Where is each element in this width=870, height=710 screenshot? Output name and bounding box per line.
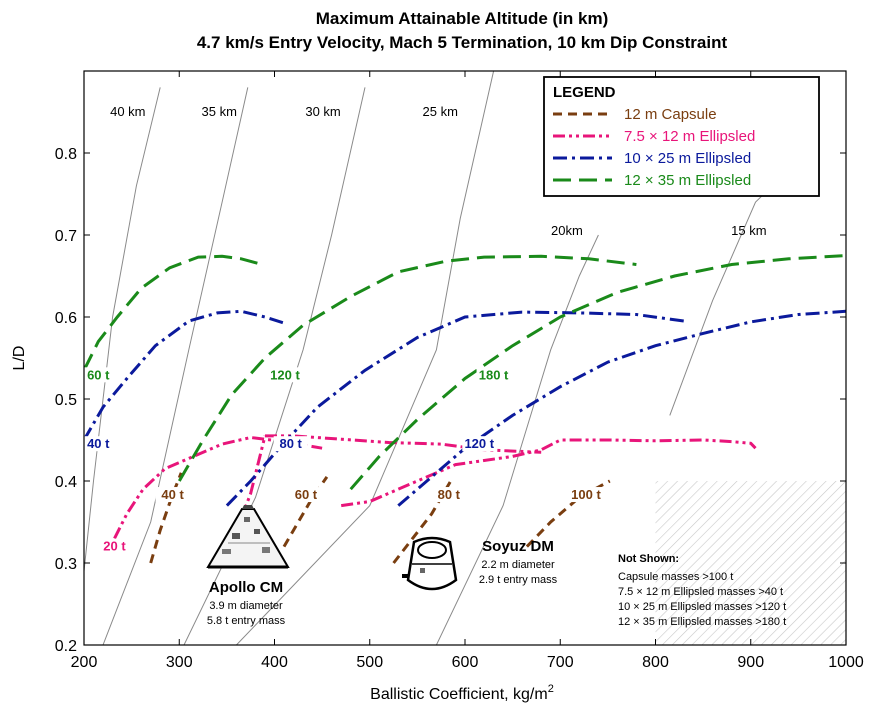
series-line bbox=[149, 472, 183, 564]
mass-label: 40 t bbox=[161, 487, 184, 502]
legend-title: LEGEND bbox=[553, 84, 616, 101]
not-shown-note: Not Shown: Capsule masses >100 t 7.5 × 1… bbox=[618, 553, 786, 628]
contour-label: 15 km bbox=[731, 223, 766, 238]
not-shown-title: Not Shown: bbox=[618, 553, 679, 565]
y-tick-label: 0.6 bbox=[55, 310, 77, 327]
y-tick-label: 0.5 bbox=[55, 392, 77, 409]
x-tick-label: 300 bbox=[166, 654, 193, 671]
apollo-cm-icon bbox=[206, 505, 290, 569]
series-line bbox=[397, 309, 846, 507]
mass-label: 80 t bbox=[438, 487, 461, 502]
contour-label: 30 km bbox=[305, 104, 340, 119]
legend-entries: 12 m Capsule 7.5 × 12 m Ellipsled 10 × 25 … bbox=[553, 106, 755, 189]
altitude-contour-line bbox=[435, 234, 599, 645]
apollo-cm-diameter: 3.9 m diameter bbox=[209, 600, 283, 612]
y-axis-ticks: 0.2 0.3 0.4 0.5 0.6 0.7 0.8 bbox=[55, 146, 846, 655]
contour-labels: 40 km 35 km 30 km 25 km 20km 15 km bbox=[110, 104, 766, 238]
contour-label: 25 km bbox=[423, 104, 458, 119]
contour-label: 20km bbox=[551, 223, 583, 238]
mass-label: 80 t bbox=[279, 436, 302, 451]
y-tick-label: 0.3 bbox=[55, 556, 77, 573]
series-line bbox=[220, 435, 267, 548]
soyuz-dm-diameter: 2.2 m diameter bbox=[481, 559, 555, 571]
mass-label-background bbox=[431, 487, 466, 503]
y-tick-label: 0.4 bbox=[55, 474, 77, 491]
mass-label-background bbox=[81, 436, 116, 452]
x-tick-label: 200 bbox=[71, 654, 98, 671]
legend-entry-label: 7.5 × 12 m Ellipsled bbox=[624, 128, 755, 145]
mass-label: 100 t bbox=[571, 487, 601, 502]
series-line bbox=[225, 310, 685, 507]
mass-label: 60 t bbox=[295, 487, 318, 502]
x-tick-label: 900 bbox=[737, 654, 764, 671]
x-tick-label: 700 bbox=[547, 654, 574, 671]
series-line bbox=[340, 438, 757, 508]
x-tick-label: 800 bbox=[642, 654, 669, 671]
altitude-contour-line bbox=[669, 169, 790, 416]
legend-entry-label: 10 × 25 m Ellipsled bbox=[624, 150, 751, 167]
mass-label-background bbox=[462, 436, 497, 452]
series-line bbox=[525, 479, 611, 548]
contour-label: 40 km bbox=[110, 104, 145, 119]
soyuz-dm-icon bbox=[402, 536, 458, 591]
y-axis-label: L/D bbox=[11, 346, 28, 371]
x-axis-label-superscript: 2 bbox=[548, 683, 554, 695]
mass-label-background bbox=[155, 487, 190, 503]
series-line bbox=[84, 254, 266, 371]
series-line bbox=[113, 435, 323, 540]
mass-label-background bbox=[97, 538, 132, 554]
x-axis-label: Ballistic Coefficient, kg/m2 bbox=[370, 683, 554, 703]
altitude-contour-line bbox=[102, 87, 249, 645]
not-shown-line: 10 × 25 m Ellipsled masses >120 t bbox=[618, 601, 786, 613]
mass-label: 20 t bbox=[103, 539, 126, 554]
mass-label: 60 t bbox=[87, 367, 110, 382]
mass-label: 120 t bbox=[270, 367, 300, 382]
x-tick-label: 1000 bbox=[828, 654, 864, 671]
altitude-contour-line bbox=[236, 71, 495, 645]
contour-label: 35 km bbox=[202, 104, 237, 119]
not-shown-line: Capsule masses >100 t bbox=[618, 571, 733, 583]
mass-label: 40 t bbox=[87, 436, 110, 451]
y-tick-label: 0.8 bbox=[55, 146, 77, 163]
apollo-cm-name: Apollo CM bbox=[209, 579, 283, 596]
mass-label-background bbox=[273, 436, 308, 452]
not-shown-line: 12 × 35 m Ellipsled masses >180 t bbox=[618, 616, 786, 628]
mass-label-background bbox=[267, 367, 302, 383]
legend-entry-label: 12 × 35 m Ellipsled bbox=[624, 172, 751, 189]
series-line bbox=[349, 254, 846, 491]
x-tick-label: 500 bbox=[356, 654, 383, 671]
series-line bbox=[178, 254, 637, 482]
mass-label-background bbox=[476, 367, 511, 383]
mass-label: 180 t bbox=[479, 367, 509, 382]
chart-title: Maximum Attainable Altitude (in km) bbox=[316, 9, 609, 28]
soyuz-dm-name: Soyuz DM bbox=[482, 538, 554, 555]
not-shown-line: 7.5 × 12 m Ellipsled masses >40 t bbox=[618, 586, 783, 598]
x-axis-ticks: 200 300 400 500 600 700 800 900 1000 bbox=[71, 71, 864, 671]
mass-label-background bbox=[288, 487, 323, 503]
altitude-contour-line bbox=[84, 87, 161, 572]
y-tick-label: 0.2 bbox=[55, 638, 77, 655]
legend-entry-label: 12 m Capsule bbox=[624, 106, 717, 123]
hatched-region bbox=[655, 481, 846, 645]
y-tick-label: 0.7 bbox=[55, 228, 77, 245]
mass-label-background bbox=[568, 487, 603, 503]
x-tick-label: 600 bbox=[452, 654, 479, 671]
x-tick-label: 400 bbox=[261, 654, 288, 671]
mass-label: 120 t bbox=[464, 436, 494, 451]
mass-label-background bbox=[81, 367, 116, 383]
chart-subtitle: 4.7 km/s Entry Velocity, Mach 5 Terminat… bbox=[197, 33, 728, 52]
soyuz-dm-mass: 2.9 t entry mass bbox=[479, 574, 558, 586]
apollo-cm-mass: 5.8 t entry mass bbox=[207, 615, 286, 627]
